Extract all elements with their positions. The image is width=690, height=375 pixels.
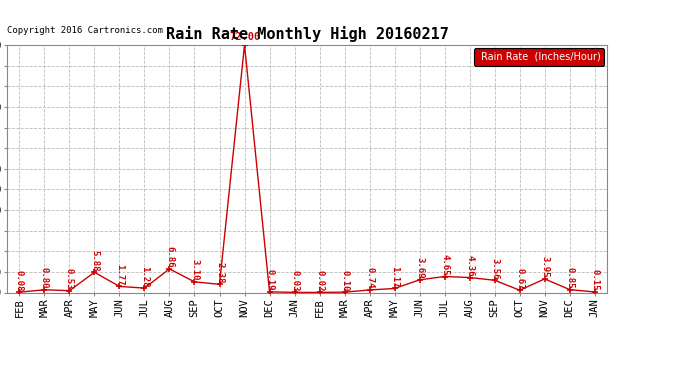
Text: 0.10: 0.10 — [340, 270, 349, 291]
Legend: Rain Rate  (Inches/Hour): Rain Rate (Inches/Hour) — [474, 48, 604, 66]
Text: 0.67: 0.67 — [515, 268, 524, 289]
Text: 3.69: 3.69 — [415, 257, 424, 279]
Text: 0.03: 0.03 — [290, 270, 299, 291]
Text: 1.17: 1.17 — [390, 266, 399, 288]
Text: 5.88: 5.88 — [90, 250, 99, 271]
Text: 0.08: 0.08 — [15, 270, 24, 291]
Title: Rain Rate Monthly High 20160217: Rain Rate Monthly High 20160217 — [166, 27, 448, 42]
Text: 1.77: 1.77 — [115, 264, 124, 285]
Text: 0.15: 0.15 — [590, 270, 599, 291]
Text: 0.53: 0.53 — [65, 268, 74, 290]
Text: 72.00: 72.00 — [229, 32, 260, 42]
Text: 1.28: 1.28 — [140, 266, 149, 287]
Text: 6.86: 6.86 — [165, 246, 174, 268]
Text: 0.80: 0.80 — [40, 267, 49, 289]
Text: Copyright 2016 Cartronics.com: Copyright 2016 Cartronics.com — [7, 26, 163, 35]
Text: 4.36: 4.36 — [465, 255, 474, 276]
Text: 0.85: 0.85 — [565, 267, 574, 288]
Text: 3.95: 3.95 — [540, 256, 549, 278]
Text: 3.56: 3.56 — [490, 258, 499, 279]
Text: 0.02: 0.02 — [315, 270, 324, 291]
Text: 0.74: 0.74 — [365, 267, 374, 289]
Text: 0.19: 0.19 — [265, 269, 274, 291]
Text: 3.10: 3.10 — [190, 260, 199, 281]
Text: 2.38: 2.38 — [215, 262, 224, 283]
Text: 4.65: 4.65 — [440, 254, 449, 276]
